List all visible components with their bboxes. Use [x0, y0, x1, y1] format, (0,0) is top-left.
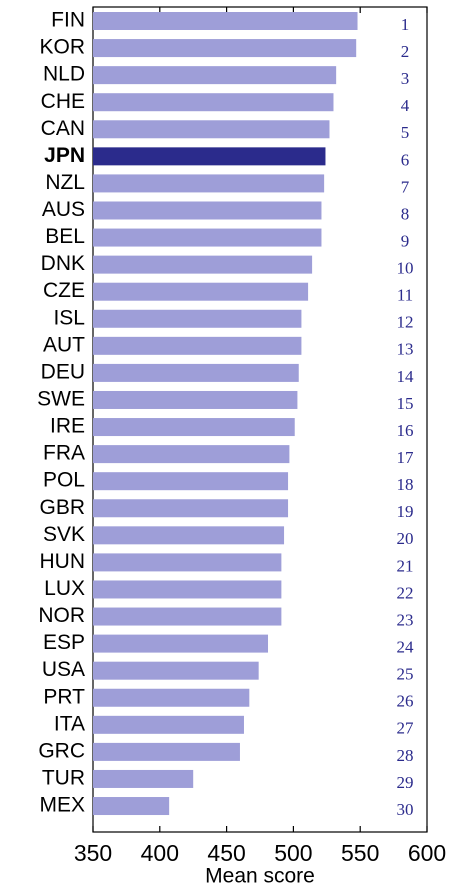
bar [93, 255, 313, 274]
rank-label: 20 [397, 529, 414, 548]
rank-label: 25 [397, 665, 414, 684]
y-tick-label: BEL [45, 225, 85, 248]
y-tick-label: LUX [44, 577, 85, 600]
y-tick-label: FIN [51, 9, 85, 32]
bar [93, 580, 282, 599]
y-tick-label: NOR [38, 604, 85, 627]
x-tick-label: 500 [274, 840, 312, 866]
y-tick-label: AUT [43, 333, 85, 356]
bar [93, 742, 240, 761]
bar [93, 12, 358, 30]
rank-label: 24 [397, 638, 415, 657]
y-tick-label: IRE [50, 415, 85, 438]
bar [93, 336, 302, 355]
y-tick-label: AUS [42, 198, 85, 221]
y-tick-label: CHE [41, 90, 85, 113]
x-tick-label: 350 [74, 840, 112, 866]
y-tick-label: KOR [39, 36, 85, 59]
rank-label: 28 [397, 746, 414, 765]
y-tick-label: CZE [43, 279, 85, 302]
rank-label: 15 [397, 394, 414, 413]
y-tick-label: USA [42, 658, 85, 681]
y-tick-label: CAN [41, 117, 85, 140]
x-tick-label: 450 [207, 840, 245, 866]
bar [93, 661, 259, 680]
rank-label: 9 [401, 231, 410, 250]
x-tick-label: 550 [341, 840, 379, 866]
y-tick-label: NZL [45, 171, 85, 194]
bar [93, 147, 326, 166]
rank-label: 10 [397, 259, 414, 278]
bar [93, 499, 289, 518]
y-tick-label: SWE [37, 388, 85, 411]
bar [93, 174, 325, 193]
rank-label: 19 [397, 502, 414, 521]
y-tick-label: DNK [41, 252, 85, 275]
bar [93, 553, 282, 572]
rank-label: 23 [397, 610, 414, 629]
bar [93, 634, 269, 653]
rank-label: 8 [401, 204, 410, 223]
bar [93, 390, 298, 409]
bar [93, 309, 302, 328]
y-tick-label: ISL [53, 306, 85, 329]
bar [93, 418, 295, 437]
rank-label: 14 [397, 367, 415, 386]
rank-label: 13 [397, 340, 414, 359]
y-tick-label: ESP [43, 631, 85, 654]
y-tick-label: MEX [39, 794, 85, 817]
y-tick-label: HUN [40, 550, 86, 573]
y-tick-label: DEU [41, 360, 85, 383]
rank-label: 7 [401, 177, 410, 196]
rank-label: 26 [397, 692, 414, 711]
y-tick-label: ITA [54, 712, 85, 735]
rank-label: 4 [401, 96, 410, 115]
bar [93, 228, 322, 247]
y-tick-label: FRA [43, 442, 85, 465]
rank-label: 16 [397, 421, 414, 440]
rank-label: 11 [397, 286, 413, 305]
y-tick-label: TUR [42, 767, 85, 790]
rank-label: 18 [397, 475, 414, 494]
rank-label: 21 [397, 556, 414, 575]
rank-label: 17 [397, 448, 415, 467]
bar [93, 797, 170, 816]
y-tick-label: SVK [43, 523, 85, 546]
bar [93, 66, 337, 85]
bar [93, 688, 250, 707]
x-axis-label: Mean score [205, 865, 315, 888]
x-tick-label: 400 [141, 840, 179, 866]
rank-label: 12 [397, 313, 414, 332]
bar [93, 472, 289, 491]
bar [93, 607, 282, 626]
bar [93, 769, 194, 788]
rank-label: 22 [397, 583, 414, 602]
y-tick-label: POL [43, 469, 85, 492]
y-tick-label: GRC [38, 739, 85, 762]
rank-label: 27 [397, 719, 415, 738]
bar [93, 93, 334, 112]
bar [93, 120, 330, 139]
bar [93, 715, 244, 734]
bar [93, 282, 309, 301]
bar [93, 363, 299, 382]
rank-label: 29 [397, 773, 414, 792]
rank-label: 6 [401, 150, 410, 169]
y-tick-label: NLD [43, 63, 85, 86]
bar [93, 445, 290, 464]
y-tick-label: PRT [43, 685, 85, 708]
y-tick-label: JPN [44, 144, 85, 167]
rank-label: 1 [401, 15, 410, 34]
rank-label: 2 [401, 42, 410, 61]
bar [93, 39, 357, 58]
rank-label: 5 [401, 123, 410, 142]
rank-label: 30 [397, 800, 414, 819]
bar [93, 201, 322, 220]
x-tick-label: 600 [408, 840, 446, 866]
bar [93, 526, 285, 545]
y-tick-label: GBR [39, 496, 85, 519]
rank-label: 3 [401, 69, 410, 88]
